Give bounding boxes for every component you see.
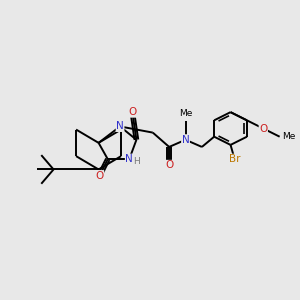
Text: O: O [165, 160, 173, 170]
Text: Br: Br [229, 154, 240, 164]
Text: Me: Me [179, 109, 192, 118]
Text: N: N [125, 154, 133, 164]
Text: O: O [128, 107, 136, 117]
Text: H: H [133, 157, 140, 166]
Text: N: N [182, 135, 189, 145]
Text: Me: Me [282, 132, 295, 141]
Text: O: O [95, 171, 104, 181]
Text: N: N [116, 122, 124, 131]
Text: O: O [259, 124, 267, 134]
